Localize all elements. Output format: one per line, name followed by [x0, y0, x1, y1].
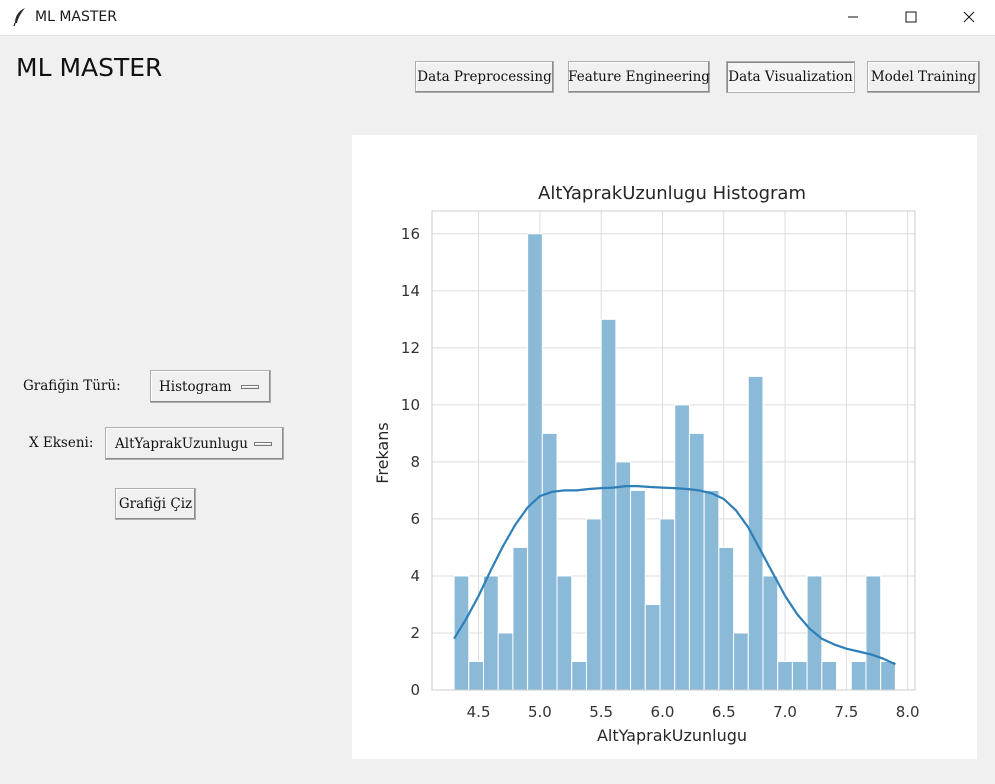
plot-frame: [431, 210, 916, 691]
histogram-bar: [482, 575, 499, 691]
histogram-bar: [659, 518, 676, 691]
histogram-bar: [497, 632, 514, 691]
histogram-bar: [688, 432, 705, 691]
y-tick-label: 0: [410, 681, 420, 699]
histogram-bar: [791, 660, 808, 691]
histogram-bar: [512, 546, 529, 691]
x-axis-select[interactable]: AltYaprakUzunlugu: [105, 427, 284, 460]
chart-type-label: Grafiğin Türü:: [23, 378, 121, 394]
chart-type-value: Histogram: [159, 378, 232, 395]
histogram-bar: [615, 461, 632, 691]
y-tick-label: 12: [401, 339, 420, 357]
dropdown-indicator-icon: [241, 385, 259, 389]
x-axis-label: X Ekseni:: [29, 435, 94, 451]
histogram-bar: [585, 518, 602, 691]
histogram-bar: [777, 660, 793, 691]
histogram-bar: [600, 318, 617, 691]
minimize-icon: [848, 16, 858, 18]
x-axis-value: AltYaprakUzunlugu: [115, 435, 248, 452]
histogram-bar: [556, 575, 573, 691]
histogram-bar: [718, 546, 735, 691]
histogram-bar: [541, 432, 558, 691]
x-tick-label: 5.5: [589, 703, 613, 721]
chart-type-select[interactable]: Histogram: [150, 370, 271, 403]
histogram-bar: [527, 233, 543, 691]
chart-title: AltYaprakUzunlugu Histogram: [538, 183, 806, 204]
y-tick-label: 8: [410, 453, 420, 471]
histogram-bar: [850, 660, 867, 691]
x-tick-label: 6.5: [712, 703, 736, 721]
x-tick-label: 8.0: [896, 703, 920, 721]
dropdown-indicator-icon: [254, 442, 272, 446]
app-heading: ML MASTER: [16, 53, 163, 82]
histogram-bar: [821, 660, 838, 691]
x-tick-label: 5.0: [528, 703, 552, 721]
data-visualization-button[interactable]: Data Visualization: [726, 61, 855, 93]
histogram-bar: [468, 660, 484, 691]
x-tick-label: 4.5: [467, 703, 491, 721]
histogram-bar: [453, 575, 470, 691]
close-button[interactable]: [940, 0, 995, 34]
y-tick-label: 16: [401, 225, 420, 243]
minimize-button[interactable]: [824, 0, 882, 34]
y-tick-label: 10: [401, 396, 420, 414]
x-tick-label: 7.0: [773, 703, 797, 721]
kde-line: [453, 485, 896, 666]
chart-panel: 4.5 5.0 5.5 6.0 6.5 7.0 7.5 8.0 0 2 4 6 8 10 12 14 16 Al…: [352, 135, 977, 759]
x-tick-label: 6.0: [651, 703, 675, 721]
y-tick-label: 14: [401, 282, 420, 300]
maximize-button[interactable]: [882, 0, 940, 34]
histogram-bar: [703, 489, 720, 691]
histogram-bar: [733, 632, 749, 691]
histogram-bar: [644, 603, 661, 691]
maximize-icon: [905, 11, 917, 23]
y-tick-label: 4: [410, 567, 420, 585]
histogram-bar: [630, 489, 646, 691]
y-tick-label: 2: [410, 624, 420, 642]
close-icon: [963, 11, 975, 23]
histogram-bar: [762, 575, 779, 691]
histogram-bar: [880, 660, 896, 691]
window-title: ML MASTER: [35, 9, 117, 25]
y-tick-label: 6: [410, 510, 420, 528]
histogram-chart: 4.5 5.0 5.5 6.0 6.5 7.0 7.5 8.0 0 2 4 6 8 10 12 14 16 Al…: [373, 183, 920, 745]
title-bar: ML MASTER: [0, 0, 995, 36]
y-axis-title: Frekans: [373, 422, 392, 483]
x-tick-label: 7.5: [834, 703, 858, 721]
data-preprocessing-button[interactable]: Data Preprocessing: [415, 61, 554, 93]
feather-icon: [13, 8, 25, 27]
model-training-button[interactable]: Model Training: [867, 61, 980, 93]
plot-chart-button[interactable]: Grafiği Çiz: [115, 488, 196, 520]
histogram-bar: [865, 575, 882, 691]
feature-engineering-button[interactable]: Feature Engineering: [568, 61, 710, 93]
histogram-bar: [571, 660, 587, 691]
x-axis-title: AltYaprakUzunlugu: [597, 726, 747, 745]
histogram-bar: [674, 404, 690, 691]
